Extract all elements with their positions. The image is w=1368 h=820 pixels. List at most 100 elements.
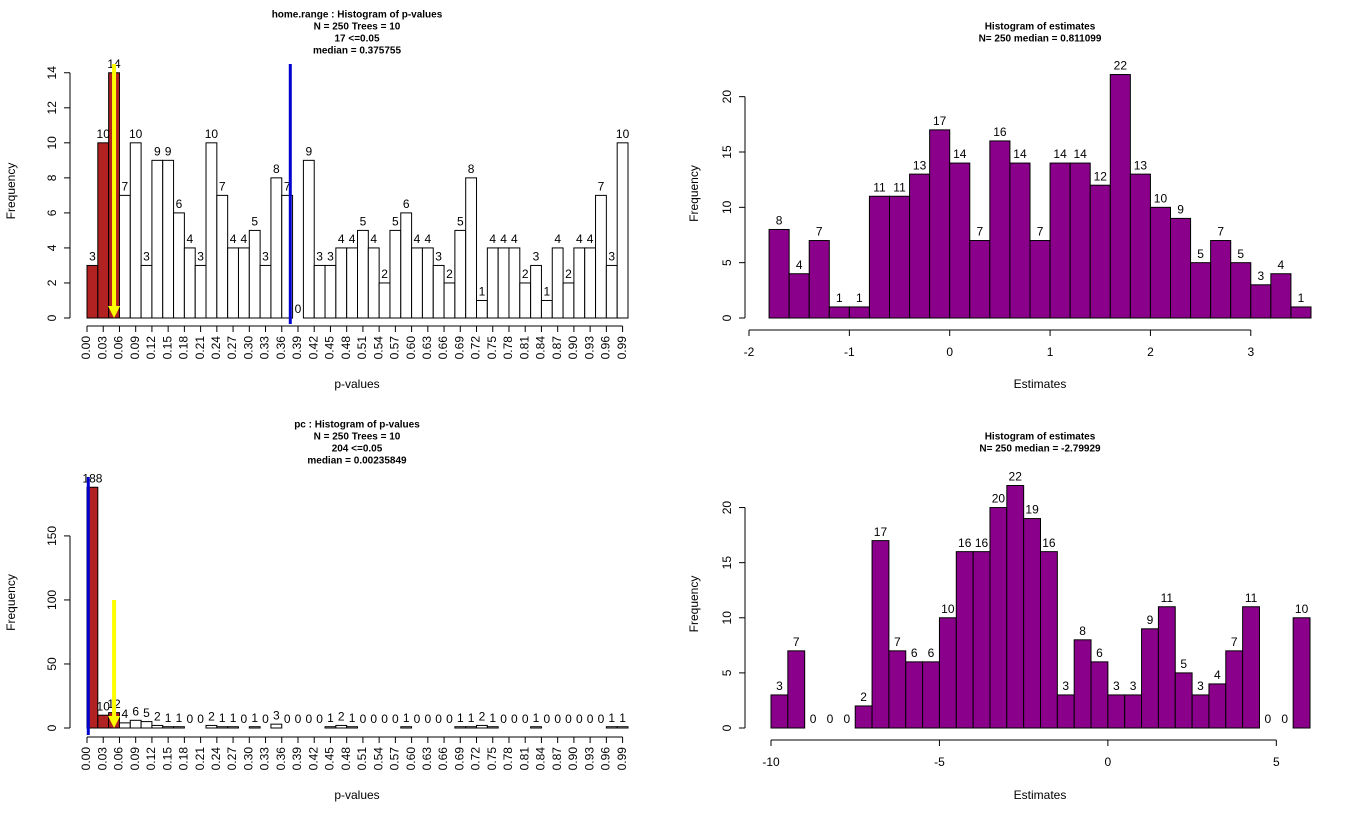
bar-label: 5 — [457, 215, 464, 229]
x-tick-label: 0.96 — [599, 747, 613, 771]
bar — [216, 194, 229, 319]
bar-label: 0 — [414, 712, 421, 726]
x-tick-label: 0.15 — [160, 747, 174, 771]
bar-label: 3 — [262, 250, 269, 264]
bar-label: 11 — [893, 180, 906, 194]
bar-label: 0 — [1281, 712, 1288, 726]
chart-subtitle: N = 250 Trees = 10 — [314, 432, 401, 443]
bar-label: 6 — [132, 704, 139, 718]
x-tick-label: 0.00 — [79, 747, 93, 771]
bar — [248, 726, 261, 729]
bar — [346, 247, 358, 319]
x-tick-label: 0.18 — [177, 336, 191, 360]
bar-label: 0 — [305, 712, 312, 726]
y-tick-label: 10 — [45, 136, 59, 150]
bar — [1230, 262, 1252, 319]
x-tick-label: 0.48 — [339, 336, 353, 360]
bar-label: 10 — [616, 127, 630, 141]
bar-label: 4 — [186, 232, 193, 246]
bar — [378, 282, 391, 319]
bar — [486, 726, 499, 729]
bar-label: 2 — [381, 267, 388, 281]
bar — [237, 247, 250, 319]
bar — [605, 726, 618, 729]
bar-label: 4 — [554, 232, 561, 246]
x-tick-label: -1 — [844, 345, 855, 359]
bar-label: 10 — [97, 127, 111, 141]
y-tick-label: 6 — [45, 209, 59, 216]
x-axis-label: p-values — [334, 377, 379, 391]
x-tick-label: 0.51 — [355, 336, 369, 360]
x-tick-label: 0 — [946, 345, 953, 359]
bar — [949, 162, 971, 319]
bar-label: 17 — [874, 525, 888, 539]
x-tick-label: 0.39 — [290, 747, 304, 771]
bar — [1157, 606, 1176, 729]
x-tick-label: 0.72 — [469, 747, 483, 771]
x-tick-label: 0.81 — [517, 336, 531, 360]
bar — [140, 264, 153, 319]
bar-label: 3 — [197, 250, 204, 264]
bar-label: 3 — [327, 250, 334, 264]
bar-label: 6 — [403, 197, 410, 211]
bar-label: 2 — [860, 690, 867, 704]
bar — [486, 247, 499, 319]
bar-label: 7 — [122, 180, 129, 194]
y-tick-label: 0 — [720, 314, 734, 321]
y-tick-label: 20 — [720, 90, 734, 104]
bar-label: 9 — [154, 145, 161, 159]
bar — [508, 247, 521, 319]
x-tick-label: 0.09 — [128, 336, 142, 360]
x-tick-label: 0.42 — [306, 336, 320, 360]
bar-label: 10 — [1295, 602, 1309, 616]
bar — [530, 264, 542, 319]
x-tick-label: 1 — [1047, 345, 1054, 359]
bar-label: 12 — [1094, 169, 1108, 183]
bar — [1292, 617, 1311, 729]
bar — [162, 726, 175, 729]
bar — [854, 705, 873, 729]
x-tick-label: 0.12 — [144, 336, 158, 360]
bar — [86, 264, 99, 319]
bar-label: 5 — [360, 215, 367, 229]
bar — [443, 282, 456, 319]
bar — [787, 650, 806, 729]
bar-label: 3 — [316, 250, 323, 264]
x-tick-label: 3 — [1247, 345, 1254, 359]
bar — [162, 159, 175, 319]
bar — [871, 540, 890, 729]
x-tick-label: 0.99 — [615, 336, 629, 360]
bar-label: 0 — [241, 712, 248, 726]
bar-label: 14 — [107, 57, 121, 71]
bar-label: 0 — [295, 302, 302, 316]
chart-subtitle: N= 250 median = -2.79929 — [979, 444, 1101, 455]
bar-label: 5 — [1180, 657, 1187, 671]
bar — [151, 159, 164, 319]
bar-label: 9 — [305, 145, 312, 159]
bar-label: 8 — [1079, 624, 1086, 638]
chart-title: home.range : Histogram of p-values — [272, 10, 443, 21]
y-tick-label: 100 — [45, 590, 59, 610]
chart-subtitle: median = 0.00235849 — [307, 456, 407, 467]
bar — [969, 240, 991, 319]
bar-label: 17 — [933, 114, 947, 128]
bar — [1242, 606, 1260, 729]
bar — [808, 240, 830, 319]
x-tick-label: 0.30 — [241, 747, 255, 771]
bar-label: 10 — [97, 699, 111, 713]
bar — [151, 724, 164, 729]
bar — [1225, 650, 1244, 729]
bar — [616, 726, 629, 729]
bar-label: 1 — [1298, 291, 1305, 305]
bar-label: 7 — [793, 635, 800, 649]
chart-title: Histogram of estimates — [985, 432, 1096, 443]
x-tick-label: 0.42 — [306, 747, 320, 771]
bar — [530, 726, 542, 729]
bar-label: 5 — [251, 215, 258, 229]
x-tick-label: 0.45 — [323, 336, 337, 360]
bar-label: 16 — [993, 125, 1007, 139]
bar — [497, 247, 510, 319]
bar-label: 11 — [1161, 591, 1174, 605]
bar — [1170, 217, 1192, 319]
